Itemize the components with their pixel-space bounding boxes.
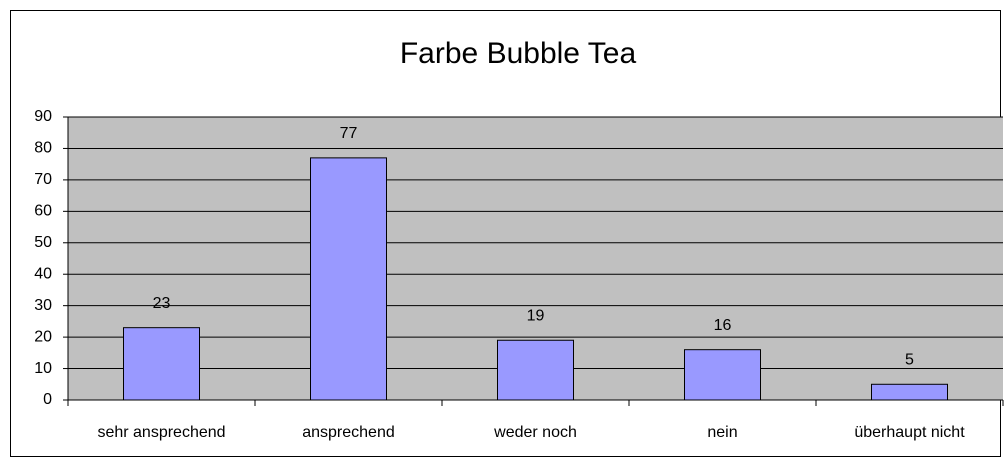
y-tick-label: 90	[34, 108, 52, 125]
bar	[497, 339, 574, 401]
data-label: 19	[527, 307, 545, 324]
chart-title: Farbe Bubble Tea	[400, 37, 637, 70]
x-tick-label: ansprechend	[302, 424, 395, 441]
y-tick-label: 40	[34, 265, 52, 282]
x-tick-label: überhaupt nicht	[854, 424, 965, 441]
y-tick-label: 80	[34, 140, 52, 157]
y-tick-label: 10	[34, 360, 52, 377]
bar	[310, 157, 387, 401]
data-label: 77	[340, 125, 358, 142]
y-tick-label: 70	[34, 171, 52, 188]
y-tick-label: 50	[34, 234, 52, 251]
y-tick-label: 20	[34, 328, 52, 345]
data-label: 5	[905, 351, 914, 368]
data-label: 23	[153, 295, 171, 312]
y-tick-label: 60	[34, 203, 52, 220]
x-tick-label: sehr ansprechend	[97, 424, 225, 441]
x-tick-label: nein	[707, 424, 737, 441]
bar	[871, 383, 948, 401]
bar	[123, 327, 200, 401]
y-tick-label: 30	[34, 297, 52, 314]
data-label: 16	[714, 317, 732, 334]
bar	[684, 349, 761, 401]
x-tick-label: weder noch	[493, 424, 577, 441]
y-tick-label: 0	[43, 391, 52, 408]
